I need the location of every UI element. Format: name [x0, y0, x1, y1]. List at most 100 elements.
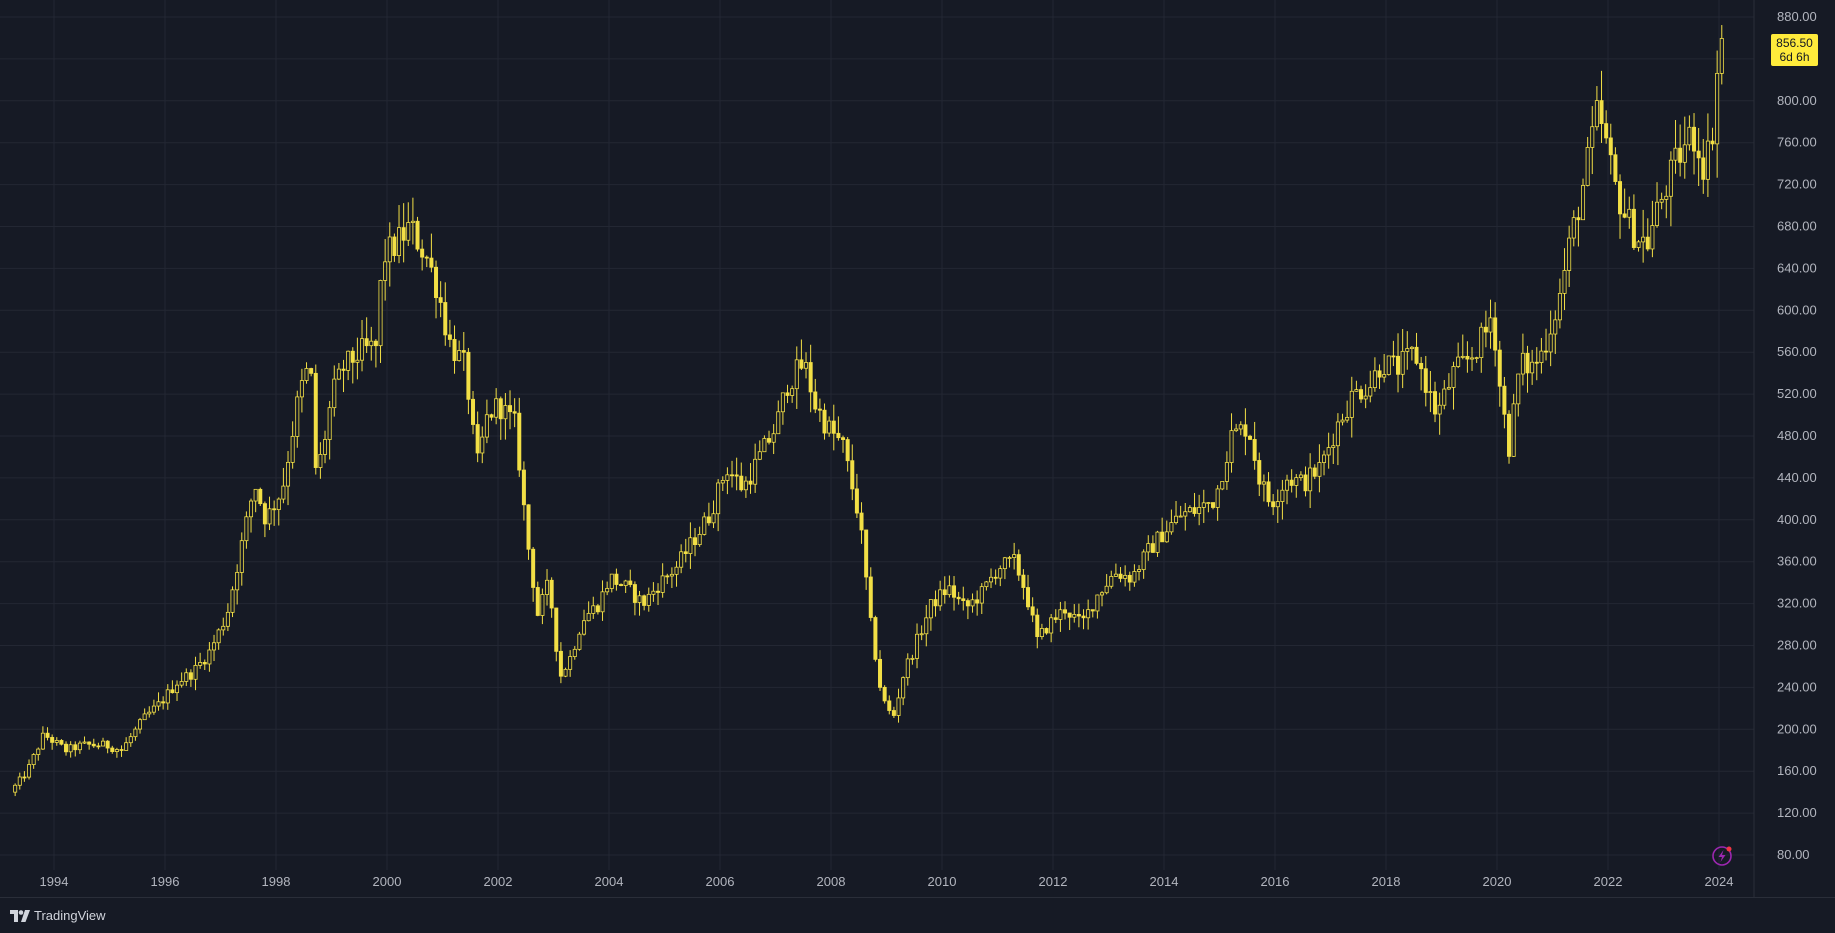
y-tick-label: 360.00 — [1777, 554, 1817, 569]
y-tick-label: 560.00 — [1777, 344, 1817, 359]
candle-body — [1474, 357, 1479, 360]
candle-body — [794, 359, 799, 390]
x-tick-label: 2004 — [595, 874, 624, 889]
candle-body — [1678, 147, 1683, 163]
candle-body — [299, 380, 304, 398]
x-tick-label: 2012 — [1039, 874, 1068, 889]
candle-body — [170, 689, 175, 694]
candle-body — [901, 677, 906, 699]
candle-body — [165, 689, 170, 704]
candle-body — [767, 438, 772, 443]
candle-body — [1539, 350, 1544, 363]
y-tick-label: 120.00 — [1777, 805, 1817, 820]
candle-body — [1308, 467, 1313, 492]
price-chart[interactable]: 880.00840.00800.00760.00720.00680.00640.… — [0, 0, 1835, 897]
x-tick-label: 2002 — [484, 874, 513, 889]
y-tick-label: 280.00 — [1777, 638, 1817, 653]
y-tick-label: 80.00 — [1777, 847, 1810, 862]
candle-body — [1109, 576, 1114, 587]
candle-body — [1220, 481, 1225, 490]
candle-body — [249, 500, 254, 518]
candle-body — [40, 732, 45, 750]
candle-body — [674, 566, 679, 575]
candle-body — [757, 451, 762, 460]
candle-body — [1488, 317, 1493, 333]
x-axis: 1994 1996 1998 2000 2002 2004 2006 2008 2010 2012… — [40, 874, 1734, 889]
y-tick-label: 680.00 — [1777, 219, 1817, 234]
candle-body — [822, 409, 827, 434]
candle-body — [45, 732, 50, 738]
candle-body — [392, 236, 397, 256]
candle-body — [1525, 352, 1530, 374]
chart-grid — [0, 0, 1754, 870]
candle-body — [355, 359, 360, 363]
candle-body — [1118, 573, 1123, 579]
candle-body — [253, 488, 258, 502]
y-tick-label: 240.00 — [1777, 679, 1817, 694]
candle-body — [998, 568, 1003, 579]
candle-body — [753, 458, 758, 485]
candle-body — [1470, 357, 1475, 360]
candle-body — [133, 728, 138, 738]
candle-body — [605, 588, 610, 593]
candle-body — [656, 590, 661, 593]
candle-body — [1405, 348, 1410, 352]
candlestick-series — [13, 25, 1724, 797]
candle-body — [1049, 617, 1054, 634]
candle-body — [225, 611, 230, 627]
candle-body — [975, 599, 980, 604]
candle-body — [286, 461, 291, 487]
x-tick-label: 2008 — [817, 874, 846, 889]
candle-body — [952, 585, 957, 598]
candle-body — [1123, 574, 1128, 579]
candle-body — [346, 350, 351, 371]
candle-body — [1710, 140, 1715, 145]
candle-body — [697, 533, 702, 546]
candle-body — [841, 437, 846, 440]
candle-body — [896, 697, 901, 716]
y-tick-label: 520.00 — [1777, 386, 1817, 401]
candle-body — [725, 474, 730, 481]
candle-body — [341, 368, 346, 371]
candle-body — [711, 513, 716, 524]
candle-body — [494, 398, 499, 418]
candle-body — [175, 684, 180, 694]
candle-body — [1160, 531, 1165, 543]
lightning-bolt-icon[interactable] — [1712, 846, 1732, 866]
candle-body — [1354, 389, 1359, 392]
candle-body — [651, 590, 656, 595]
candle-body — [327, 407, 332, 440]
candle-body — [928, 599, 933, 619]
candle-body — [572, 648, 577, 657]
candle-body — [1391, 355, 1396, 358]
candle-body — [693, 537, 698, 546]
candle-body — [1238, 424, 1243, 430]
y-tick-label: 720.00 — [1777, 177, 1817, 192]
candle-body — [813, 391, 818, 410]
candle-body — [64, 743, 69, 753]
candle-body — [1423, 368, 1428, 393]
candle-body — [503, 405, 508, 420]
candle-body — [1368, 387, 1373, 397]
candle-body — [350, 350, 355, 363]
candle-body — [401, 227, 406, 241]
candle-body — [1285, 479, 1290, 491]
candle-body — [1335, 421, 1340, 447]
candle-body — [156, 701, 161, 707]
candle-body — [1493, 317, 1498, 351]
candle-body — [748, 480, 753, 485]
candle-body — [1372, 370, 1377, 389]
candle-body — [743, 480, 748, 491]
candle-body — [1530, 361, 1535, 374]
candle-body — [882, 686, 887, 702]
candle-body — [762, 438, 767, 453]
candle-body — [1211, 502, 1216, 508]
candle-body — [665, 575, 670, 578]
candle-body — [443, 302, 448, 336]
candle-body — [683, 551, 688, 554]
candle-body — [1428, 391, 1433, 393]
brand-link[interactable]: TradingView — [10, 908, 106, 923]
candle-body — [1386, 355, 1391, 375]
candle-body — [1312, 467, 1317, 477]
candle-body — [549, 579, 554, 609]
